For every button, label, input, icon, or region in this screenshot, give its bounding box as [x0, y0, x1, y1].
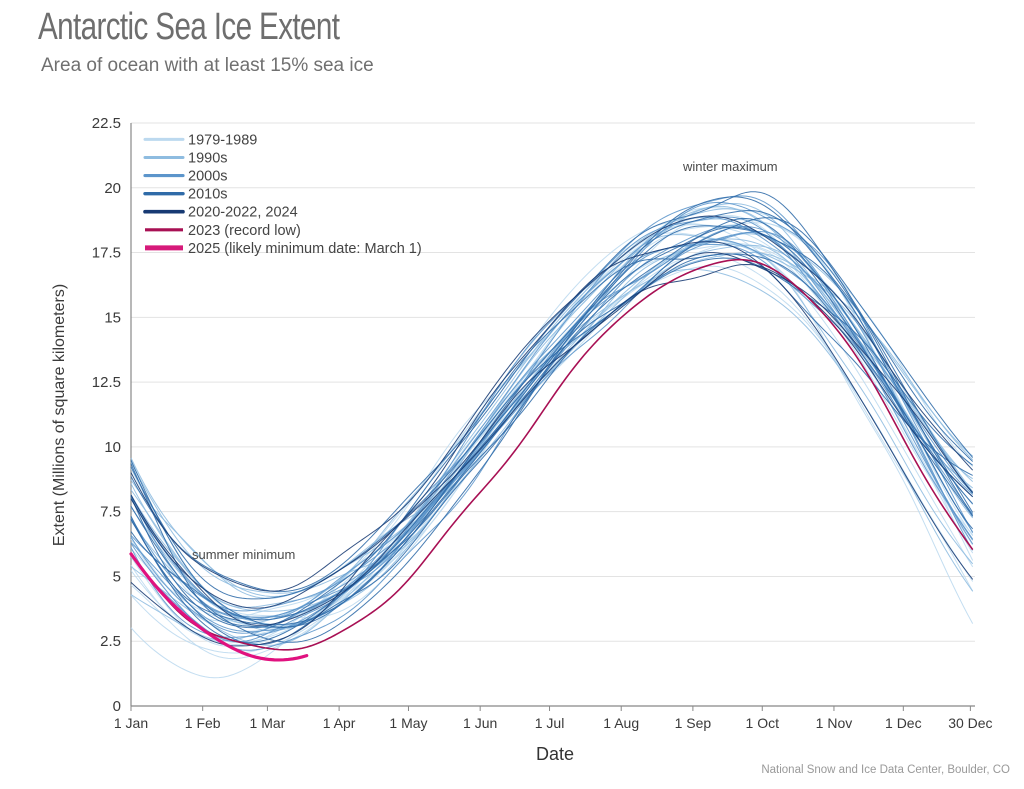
svg-text:2000s: 2000s: [188, 169, 228, 185]
svg-text:1 Sep: 1 Sep: [675, 715, 712, 731]
svg-text:7.5: 7.5: [100, 504, 121, 521]
svg-text:1 Mar: 1 Mar: [250, 715, 286, 731]
svg-text:0: 0: [113, 698, 121, 715]
svg-text:1 Jan: 1 Jan: [114, 715, 148, 731]
svg-text:1 Jun: 1 Jun: [463, 715, 497, 731]
svg-text:1979-1989: 1979-1989: [188, 132, 257, 148]
svg-text:30 Dec: 30 Dec: [948, 715, 992, 731]
svg-text:15: 15: [104, 309, 121, 326]
svg-text:17.5: 17.5: [92, 245, 121, 262]
svg-text:1 Feb: 1 Feb: [185, 715, 221, 731]
svg-text:2023 (record low): 2023 (record low): [188, 223, 301, 239]
svg-text:2020-2022, 2024: 2020-2022, 2024: [188, 205, 298, 221]
svg-text:1 Aug: 1 Aug: [603, 715, 639, 731]
svg-text:2025 (likely minimum date: Mar: 2025 (likely minimum date: March 1): [188, 241, 422, 257]
svg-text:5: 5: [113, 568, 121, 585]
svg-text:2010s: 2010s: [188, 187, 228, 203]
svg-text:1 Jul: 1 Jul: [535, 715, 565, 731]
svg-text:22.5: 22.5: [92, 115, 121, 132]
svg-text:10: 10: [104, 439, 121, 456]
svg-text:1 Nov: 1 Nov: [816, 715, 853, 731]
svg-text:1 Oct: 1 Oct: [746, 715, 780, 731]
svg-text:20: 20: [104, 180, 121, 197]
svg-text:2.5: 2.5: [100, 633, 121, 650]
svg-text:1 Dec: 1 Dec: [885, 715, 922, 731]
svg-text:12.5: 12.5: [92, 374, 121, 391]
svg-text:1 Apr: 1 Apr: [323, 715, 356, 731]
svg-text:1 May: 1 May: [389, 715, 427, 731]
svg-text:1990s: 1990s: [188, 150, 228, 166]
